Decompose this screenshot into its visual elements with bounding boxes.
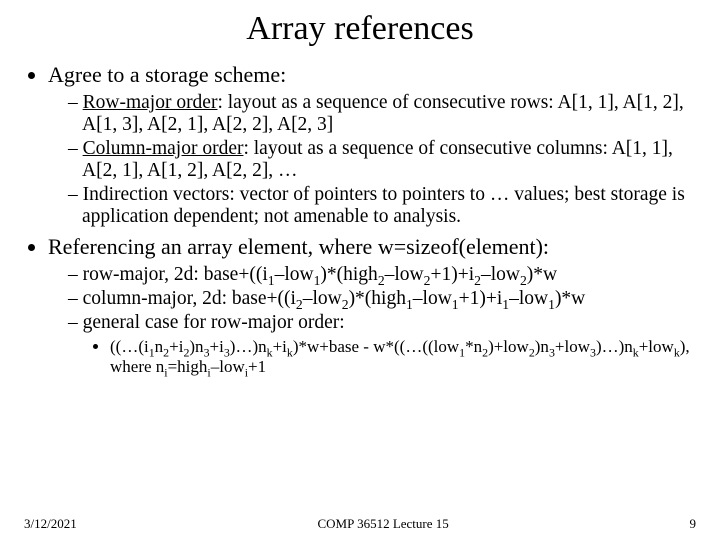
slide-title: Array references: [24, 10, 696, 48]
column-major-label: Column-major order: [83, 138, 244, 159]
general-case-text: general case for row-major order:: [83, 312, 345, 333]
bullet-text: Agree to a storage scheme:: [48, 62, 286, 87]
bullet-general-case: general case for row-major order: ((…(i1…: [68, 312, 696, 377]
bullet-indirection: Indirection vectors: vector of pointers …: [68, 184, 696, 228]
footer: 3/12/2021 COMP 36512 Lecture 15 9: [0, 516, 720, 532]
footer-center: COMP 36512 Lecture 15: [317, 516, 448, 532]
bullet-row-major: Row-major order: layout as a sequence of…: [68, 92, 696, 136]
bullet-row-major-2d: row-major, 2d: base+((i1–low1)*(high2–lo…: [68, 264, 696, 286]
row-major-label: Row-major order: [83, 92, 218, 113]
footer-date: 3/12/2021: [24, 516, 77, 532]
bullet-list-level1: Agree to a storage scheme: Row-major ord…: [24, 62, 696, 377]
bullet-list-level3: ((…(i1n2+i2)n3+i3)…)nk+ik)*w+base - w*((…: [82, 337, 696, 377]
bullet-list-level2: row-major, 2d: base+((i1–low1)*(high2–lo…: [48, 264, 696, 377]
bullet-text: Referencing an array element, where w=si…: [48, 234, 549, 259]
bullet-agree-storage: Agree to a storage scheme: Row-major ord…: [48, 62, 696, 228]
slide: Array references Agree to a storage sche…: [0, 0, 720, 540]
footer-page: 9: [689, 516, 696, 532]
indirection-text: Indirection vectors: vector of pointers …: [82, 184, 685, 227]
bullet-list-level2: Row-major order: layout as a sequence of…: [48, 92, 696, 228]
bullet-referencing: Referencing an array element, where w=si…: [48, 234, 696, 377]
bullet-column-major-2d: column-major, 2d: base+((i2–low2)*(high1…: [68, 288, 696, 310]
bullet-general-formula: ((…(i1n2+i2)n3+i3)…)nk+ik)*w+base - w*((…: [110, 337, 696, 377]
bullet-column-major: Column-major order: layout as a sequence…: [68, 138, 696, 182]
